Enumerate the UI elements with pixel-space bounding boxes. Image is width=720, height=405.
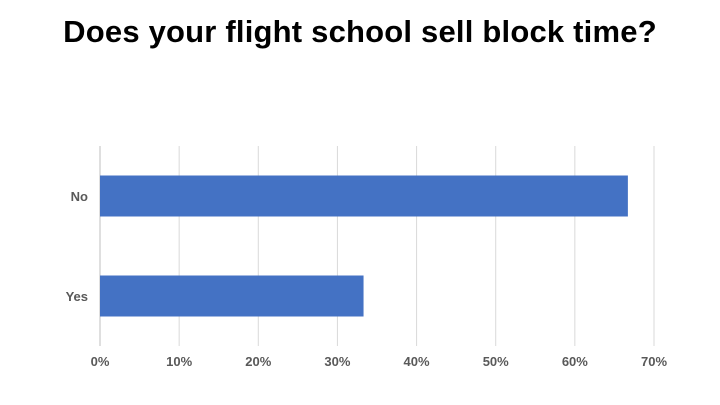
x-tick-label: 60%	[562, 354, 588, 369]
x-tick-label: 30%	[324, 354, 350, 369]
chart-title: Does your flight school sell block time?	[63, 14, 657, 49]
x-tick-label: 10%	[166, 354, 192, 369]
category-label-no: No	[71, 189, 88, 204]
category-label-yes: Yes	[66, 289, 88, 304]
x-tick-label: 70%	[641, 354, 667, 369]
x-tick-label: 50%	[483, 354, 509, 369]
category-labels: No Yes	[66, 189, 88, 304]
x-tick-label: 20%	[245, 354, 271, 369]
x-tick-labels: 0% 10% 20% 30% 40% 50% 60% 70%	[91, 354, 668, 369]
bar-no	[100, 175, 628, 217]
x-tick-label: 40%	[404, 354, 430, 369]
bar-yes	[100, 275, 364, 317]
bars	[100, 175, 628, 317]
x-tick-label: 0%	[91, 354, 110, 369]
